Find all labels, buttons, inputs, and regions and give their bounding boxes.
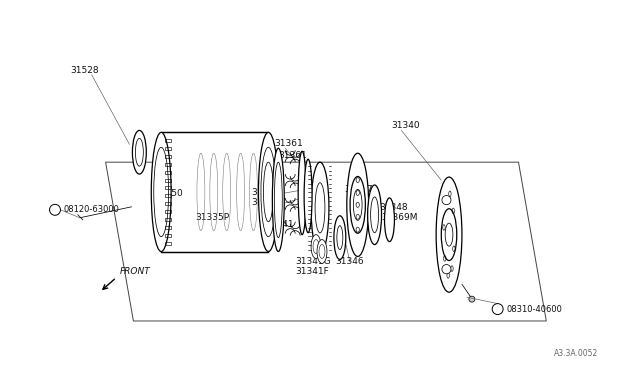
Text: 31335P: 31335P [195, 213, 229, 222]
Text: FRONT: FRONT [120, 267, 150, 276]
Bar [165, 234, 171, 237]
Bar [165, 218, 171, 221]
Text: A3.3A.0052: A3.3A.0052 [554, 349, 598, 358]
Bar [165, 186, 171, 189]
Ellipse shape [261, 147, 276, 237]
Ellipse shape [445, 223, 453, 246]
Bar [165, 202, 171, 205]
Ellipse shape [319, 244, 325, 259]
Ellipse shape [298, 151, 306, 235]
Bar [165, 226, 171, 229]
Text: 31340: 31340 [392, 121, 420, 130]
Ellipse shape [273, 148, 284, 251]
Text: 31341: 31341 [266, 220, 294, 229]
Text: 08120-63000: 08120-63000 [63, 205, 119, 214]
Text: 31341G: 31341G [295, 257, 331, 266]
Ellipse shape [337, 226, 343, 250]
Ellipse shape [371, 197, 378, 232]
Text: 08310-40600: 08310-40600 [506, 305, 562, 314]
Bar [165, 171, 171, 174]
Ellipse shape [367, 185, 381, 244]
Ellipse shape [353, 189, 362, 220]
Ellipse shape [350, 176, 365, 233]
Text: 31341F: 31341F [295, 267, 329, 276]
Ellipse shape [347, 153, 369, 256]
Ellipse shape [385, 198, 394, 241]
Ellipse shape [334, 216, 346, 259]
Ellipse shape [311, 235, 321, 259]
Text: 31361: 31361 [275, 139, 303, 148]
Text: 31528: 31528 [70, 66, 99, 76]
Ellipse shape [492, 304, 503, 315]
Ellipse shape [442, 264, 451, 274]
Bar [165, 210, 171, 213]
Polygon shape [161, 132, 268, 251]
Ellipse shape [49, 204, 60, 215]
Ellipse shape [154, 147, 168, 237]
Bar [165, 155, 171, 158]
Ellipse shape [442, 196, 451, 205]
Text: 31361: 31361 [278, 151, 307, 160]
Ellipse shape [264, 162, 273, 222]
Text: 31348: 31348 [380, 203, 408, 212]
Text: 31650: 31650 [154, 189, 183, 198]
Bar [165, 163, 171, 166]
Text: 31362: 31362 [252, 198, 280, 207]
Ellipse shape [132, 131, 147, 174]
Ellipse shape [315, 183, 325, 233]
Text: 31362: 31362 [252, 189, 280, 198]
Ellipse shape [313, 240, 319, 253]
Text: 31347: 31347 [344, 186, 372, 195]
Text: S: S [495, 305, 500, 314]
Bar [165, 139, 171, 142]
Ellipse shape [317, 240, 327, 263]
Bar [165, 147, 171, 150]
Ellipse shape [151, 132, 171, 251]
Text: 31369M: 31369M [381, 213, 418, 222]
Ellipse shape [311, 162, 329, 253]
Ellipse shape [469, 296, 475, 302]
Text: 31346: 31346 [335, 257, 364, 266]
Ellipse shape [436, 177, 462, 292]
Bar [165, 242, 171, 245]
Text: B: B [52, 205, 58, 214]
Bar [165, 195, 171, 198]
Ellipse shape [136, 138, 143, 166]
Ellipse shape [275, 162, 282, 238]
Ellipse shape [304, 159, 312, 232]
Ellipse shape [442, 209, 457, 260]
Bar [165, 179, 171, 182]
Ellipse shape [259, 132, 278, 251]
